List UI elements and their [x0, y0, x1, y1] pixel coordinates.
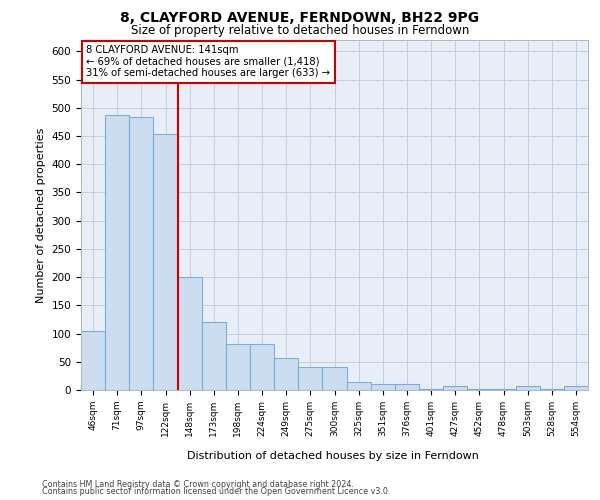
- Bar: [443, 386, 467, 390]
- Bar: [154, 134, 178, 390]
- Bar: [347, 382, 371, 390]
- Text: Distribution of detached houses by size in Ferndown: Distribution of detached houses by size …: [187, 451, 479, 461]
- Text: 8 CLAYFORD AVENUE: 141sqm
← 69% of detached houses are smaller (1,418)
31% of se: 8 CLAYFORD AVENUE: 141sqm ← 69% of detac…: [86, 46, 330, 78]
- Bar: [322, 368, 347, 390]
- Bar: [250, 344, 274, 390]
- Bar: [105, 115, 129, 390]
- Text: 8, CLAYFORD AVENUE, FERNDOWN, BH22 9PG: 8, CLAYFORD AVENUE, FERNDOWN, BH22 9PG: [121, 11, 479, 25]
- Bar: [226, 344, 250, 390]
- Bar: [178, 277, 202, 390]
- Bar: [274, 358, 298, 390]
- Text: Size of property relative to detached houses in Ferndown: Size of property relative to detached ho…: [131, 24, 469, 37]
- Bar: [129, 117, 154, 390]
- Y-axis label: Number of detached properties: Number of detached properties: [36, 128, 46, 302]
- Bar: [202, 322, 226, 390]
- Bar: [515, 386, 540, 390]
- Text: Contains HM Land Registry data © Crown copyright and database right 2024.: Contains HM Land Registry data © Crown c…: [42, 480, 354, 489]
- Bar: [298, 368, 322, 390]
- Bar: [371, 384, 395, 390]
- Text: Contains public sector information licensed under the Open Government Licence v3: Contains public sector information licen…: [42, 487, 391, 496]
- Bar: [564, 386, 588, 390]
- Bar: [395, 384, 419, 390]
- Bar: [81, 330, 105, 390]
